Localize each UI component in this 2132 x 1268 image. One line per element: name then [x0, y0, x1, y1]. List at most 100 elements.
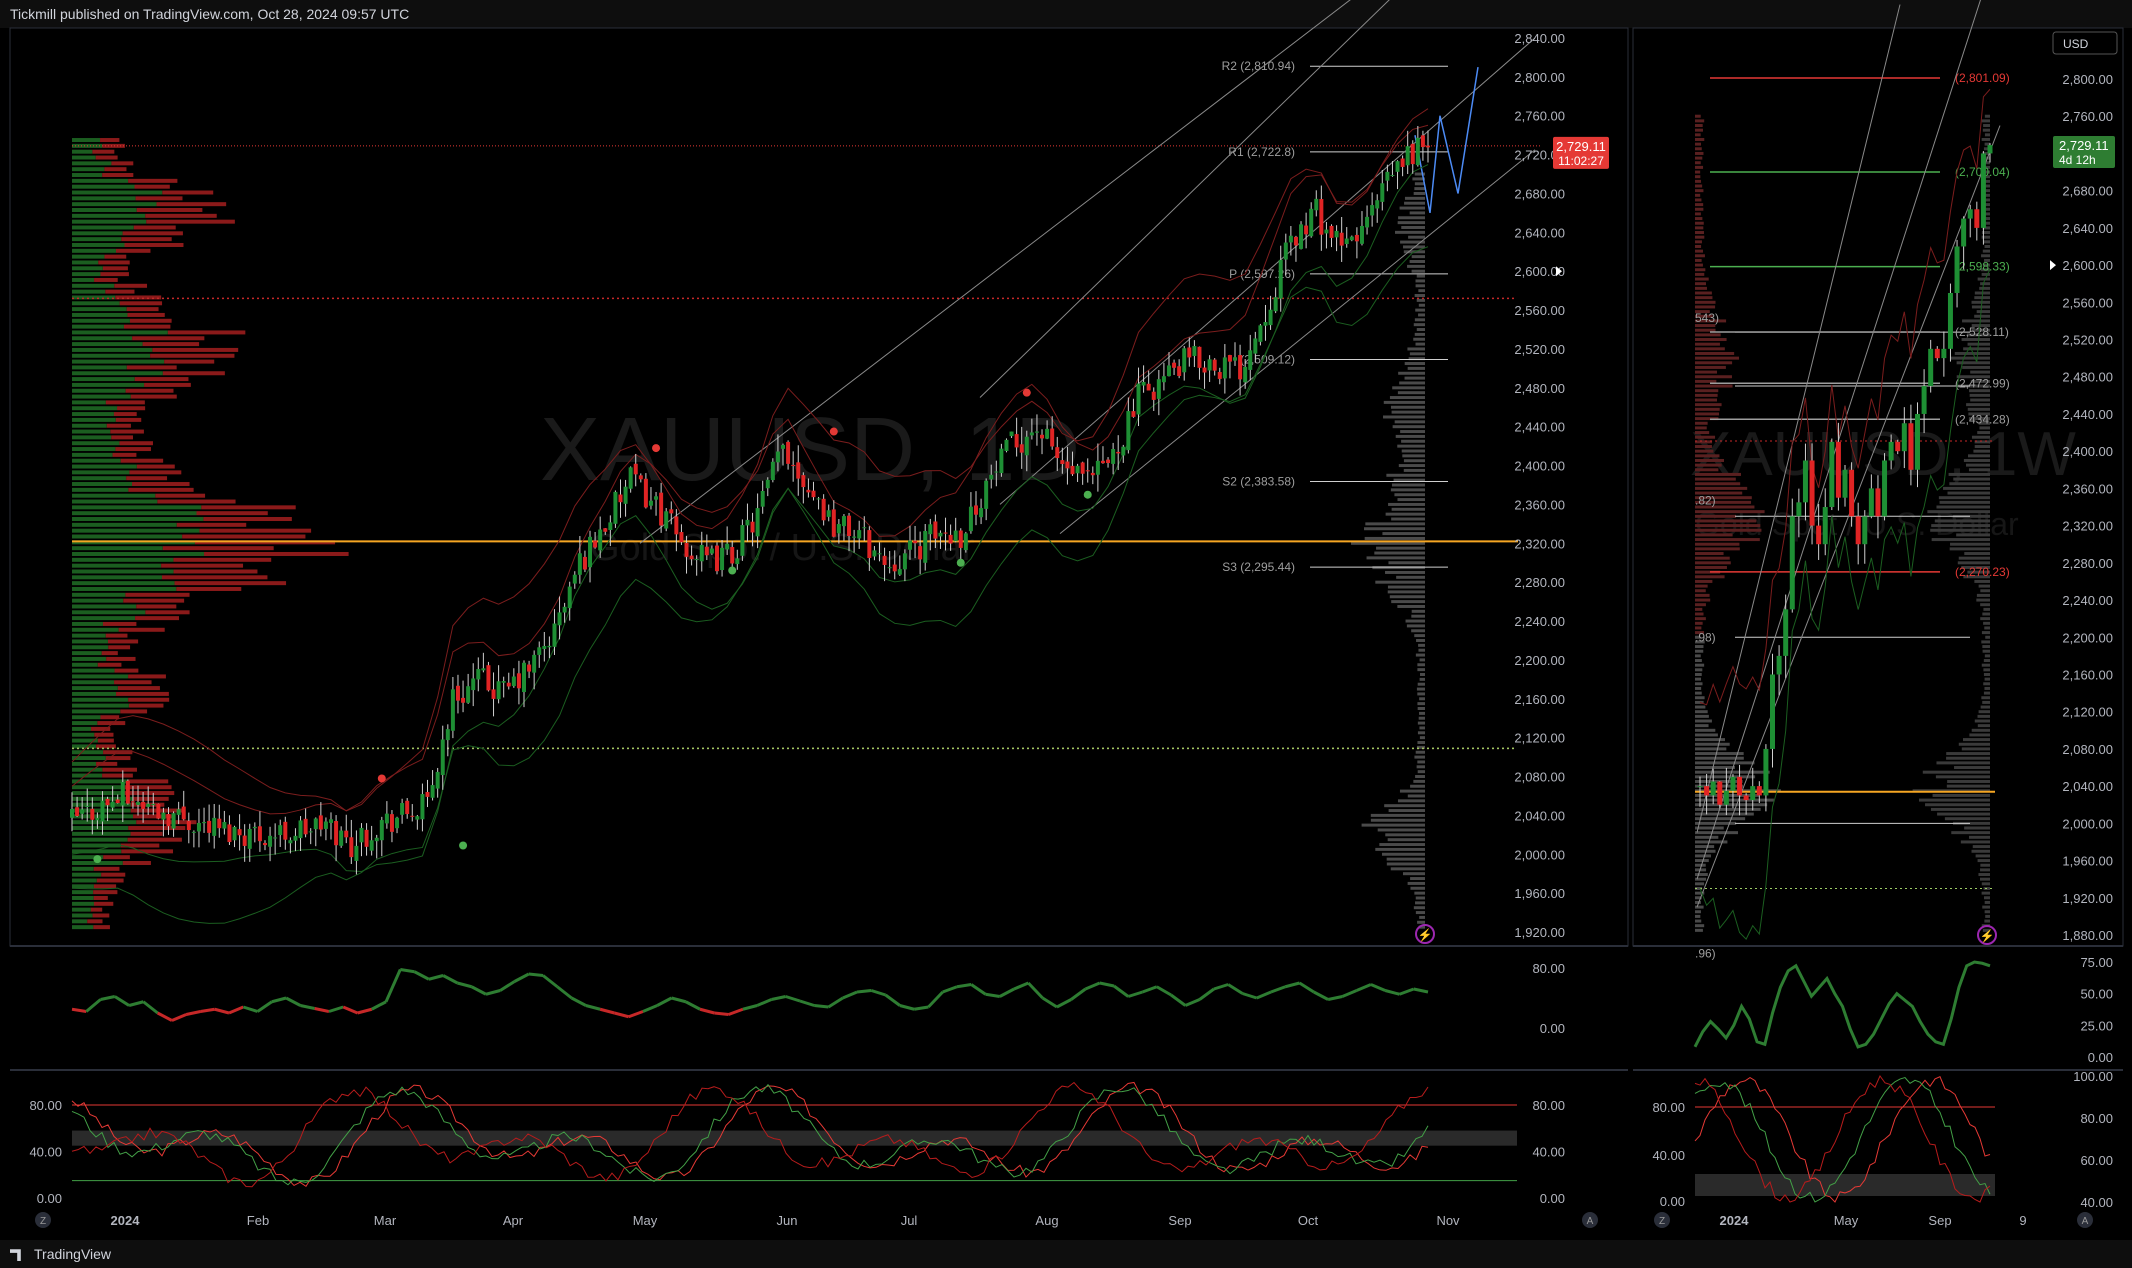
candle-body-w	[1697, 786, 1703, 788]
profile-bar-wr	[1983, 184, 1990, 188]
profile-bar-down	[146, 219, 235, 224]
profile-bar-w	[1695, 133, 1701, 137]
profile-bar-down	[121, 849, 174, 854]
candle-body	[1197, 346, 1202, 368]
profile-bar-w	[1695, 137, 1705, 141]
candle-body-w	[1941, 348, 1947, 359]
osc-segment	[927, 990, 944, 1009]
candle-body	[953, 530, 958, 542]
profile-bar-down	[98, 260, 130, 265]
profile-bar-w	[1695, 417, 1719, 421]
profile-bar-wr	[1953, 514, 1990, 518]
price-tick-w: 2,680.00	[2062, 184, 2113, 199]
candle-body	[329, 819, 334, 823]
osc-segment	[970, 983, 987, 996]
time-tick: Apr	[503, 1213, 524, 1228]
candle-body	[679, 532, 684, 543]
osc-segment	[1156, 985, 1172, 997]
profile-bar-down	[94, 277, 118, 282]
price-tick-w: 2,400.00	[2062, 444, 2113, 459]
price-tick-w: 2,080.00	[2062, 742, 2113, 757]
profile-bar-wr	[1985, 914, 1990, 918]
footer-bar: TradingView	[0, 1240, 2132, 1268]
profile-bar	[1370, 818, 1425, 822]
profile-bar	[1382, 532, 1425, 536]
profile-bar	[1398, 464, 1425, 468]
candle-body	[400, 803, 405, 815]
signal-dot	[1022, 388, 1031, 397]
auto-a-icon-w	[2077, 1212, 2093, 1228]
profile-bar-wr	[1948, 472, 1990, 476]
profile-bar-wr	[1982, 249, 1990, 253]
candle-body	[882, 555, 887, 565]
profile-bar-wr	[1943, 486, 1990, 490]
candle-body	[354, 845, 359, 861]
profile-bar-wr	[1936, 761, 1990, 765]
profile-bar-wr	[1983, 896, 1990, 900]
profile-bar-wr	[1981, 137, 1990, 141]
candle-body	[1248, 350, 1253, 370]
candle-body	[1177, 366, 1182, 376]
profile-bar-down	[105, 756, 131, 761]
profile-bar-wr	[1977, 431, 1990, 435]
profile-bar-up	[72, 849, 122, 854]
main-panel-frame	[9, 27, 1629, 947]
osc-segment	[1084, 981, 1101, 991]
candle-body	[725, 543, 730, 550]
osc-segment	[214, 1007, 230, 1015]
profile-bar-down	[119, 301, 163, 306]
candle-body	[826, 510, 831, 517]
candle-body	[933, 521, 938, 539]
candle-body-w	[1802, 460, 1808, 503]
candle-body	[491, 689, 496, 699]
time-tick: Jul	[901, 1213, 918, 1228]
candle-body	[923, 530, 928, 563]
profile-bar-wr	[1963, 458, 1990, 462]
candle-body	[445, 729, 450, 741]
profile-bar-w	[1695, 589, 1706, 593]
candle-body	[450, 689, 455, 731]
candle-body	[1029, 432, 1034, 436]
profile-bar-w	[1695, 742, 1730, 746]
candle-body	[1339, 232, 1344, 246]
profile-bar-wr	[1938, 496, 1990, 500]
profile-bar-down	[90, 907, 103, 912]
profile-bar	[1408, 235, 1425, 239]
profile-bar-wr	[1976, 310, 1990, 314]
profile-bar-w	[1695, 324, 1716, 328]
profile-bar-up	[72, 517, 204, 522]
candle-body	[1299, 224, 1304, 249]
profile-bar-up	[72, 342, 143, 347]
candle-body	[1085, 470, 1090, 472]
profile-bar-wr	[1984, 198, 1990, 202]
candle-body	[643, 478, 648, 508]
candle-body	[796, 462, 801, 479]
profile-bar-wr	[1977, 714, 1990, 718]
profile-bar-wr	[1983, 217, 1990, 221]
profile-bar-wr	[1984, 142, 1990, 146]
profile-bar	[1401, 439, 1425, 443]
profile-bar	[1388, 502, 1425, 506]
candle-body	[125, 780, 130, 804]
profile-bar	[1394, 420, 1425, 424]
profile-bar-up	[72, 703, 129, 708]
left-level-label: 543)	[1695, 311, 1719, 325]
candle-body	[1344, 238, 1349, 244]
candle-body	[161, 812, 166, 820]
profile-bar-up	[72, 581, 175, 586]
osc-segment	[599, 1007, 615, 1015]
profile-bar-down	[115, 248, 151, 253]
candle-body	[212, 817, 217, 836]
candle-body	[618, 494, 623, 503]
signal-dot	[459, 841, 468, 850]
candle-body	[1390, 174, 1395, 176]
osc-segment	[1398, 987, 1415, 996]
candle-body-w	[1915, 413, 1920, 470]
profile-bar	[1418, 313, 1425, 317]
osc-segment	[485, 989, 501, 996]
osc-tick-w: 50.00	[2080, 987, 2113, 1002]
profile-bar-up	[72, 697, 129, 702]
profile-bar-wr	[1961, 565, 1990, 569]
candle-body	[1253, 338, 1258, 354]
